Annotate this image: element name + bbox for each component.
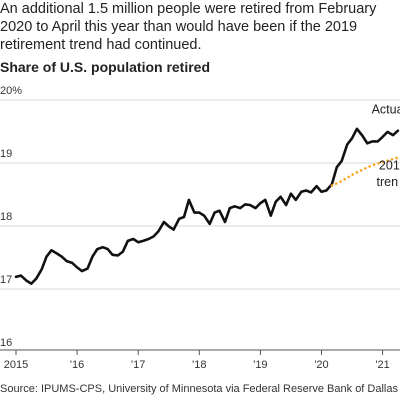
x-tick-label-2016: '16 [70, 359, 84, 371]
annotations: Actual 201 tren [372, 103, 400, 189]
x-tick-label-2019: '19 [253, 359, 267, 371]
intro-line-1: An additional 1.5 million people were re… [0, 1, 377, 17]
y-tick-label-19: 19 [0, 148, 12, 160]
intro-text: An additional 1.5 million people were re… [0, 0, 400, 54]
x-tick-label-2015: 2015 [4, 359, 28, 371]
source-note: Source: IPUMS-CPS, University of Minneso… [0, 383, 398, 395]
x-tick-label-2021: '21 [375, 359, 389, 371]
x-tick-label-2018: '18 [192, 359, 206, 371]
annotation-0: Actual [372, 103, 400, 117]
annotation-2: tren [376, 175, 398, 189]
y-tick-label-16: 16 [0, 337, 12, 349]
y-axis-tick-labels: 20% 19 18 17 16 [0, 85, 22, 349]
intro-line-2: 2020 to April this year than would have … [0, 19, 358, 35]
series-group [14, 127, 400, 286]
x-tick-label-2020: '20 [314, 359, 328, 371]
intro-line-3: retirement trend had continued. [0, 37, 202, 53]
chart-title: Share of U.S. population retired [0, 59, 211, 75]
annotation-1: 201 [379, 159, 400, 173]
y-tick-label-17: 17 [0, 274, 12, 286]
series-line-actual [14, 127, 400, 286]
x-tick-label-2017: '17 [131, 359, 145, 371]
series-line-trend [330, 156, 400, 187]
x-axis-ticks: 2015 '16 '17 '18 '19 '20 '21 [4, 350, 390, 371]
grid-lines [0, 99, 400, 351]
y-tick-label-20: 20% [0, 85, 22, 97]
y-tick-label-18: 18 [0, 211, 12, 223]
